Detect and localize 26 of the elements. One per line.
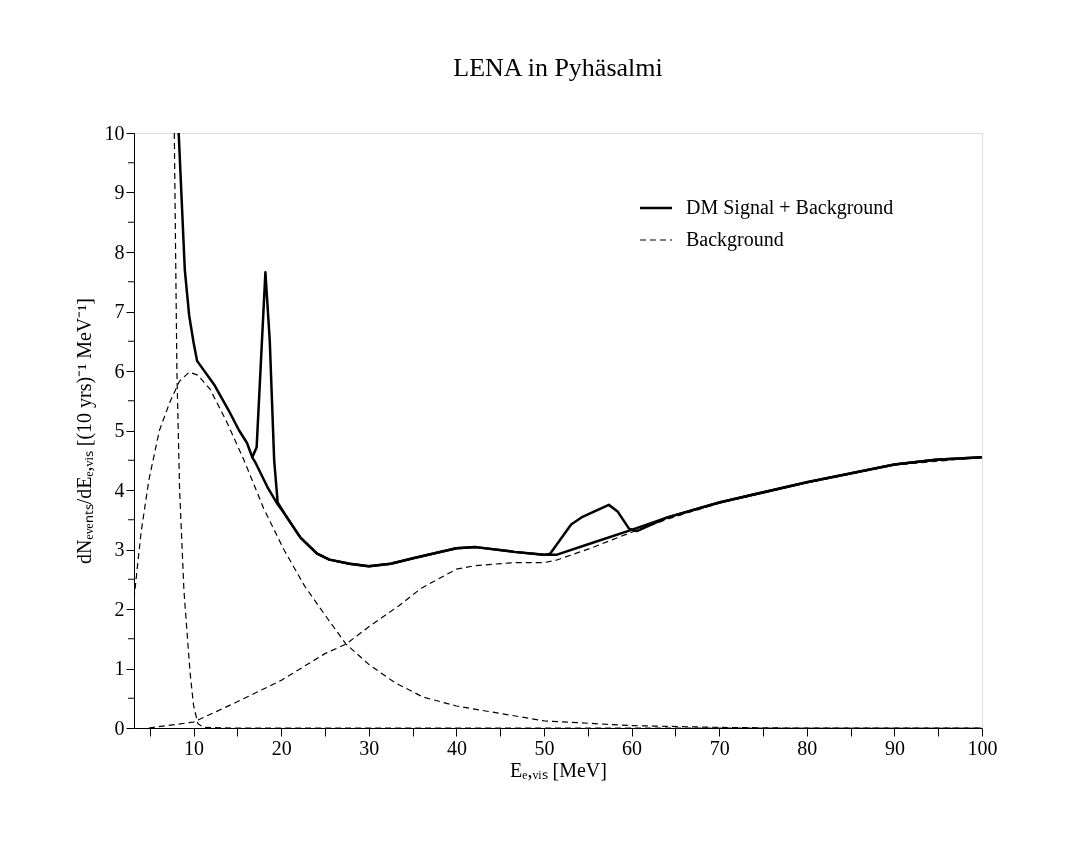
y-tick-label: 7 bbox=[114, 300, 125, 322]
y-tick-label: 2 bbox=[114, 597, 125, 620]
y-tick-label: 10 bbox=[104, 121, 125, 144]
legend-label: DM Signal + Background bbox=[686, 196, 894, 219]
x-tick-label: 20 bbox=[271, 736, 292, 759]
x-tick-label: 90 bbox=[884, 736, 905, 759]
x-tick-label: 30 bbox=[359, 736, 380, 759]
y-tick-label: 3 bbox=[114, 538, 125, 560]
x-tick-label: 80 bbox=[797, 736, 818, 759]
chart-title: LENA in Pyhäsalmi bbox=[453, 53, 663, 82]
y-tick-label: 6 bbox=[114, 359, 125, 382]
y-tick-label: 5 bbox=[114, 419, 125, 441]
y-tick-label: 1 bbox=[114, 657, 125, 679]
legend-label: Background bbox=[686, 228, 784, 251]
x-tick-label: 50 bbox=[534, 736, 555, 759]
y-tick-label: 4 bbox=[114, 478, 125, 501]
y-axis-title: dNₑᵥₑₙₜₛ/dEₑ,ᵥᵢₛ [(10 yrs)⁻¹ MeV⁻¹] bbox=[72, 298, 96, 564]
y-tick-label: 9 bbox=[114, 181, 125, 203]
x-tick-label: 100 bbox=[967, 736, 998, 759]
y-tick-label: 0 bbox=[114, 716, 125, 739]
y-tick-label: 8 bbox=[114, 240, 125, 263]
x-tick-label: 70 bbox=[709, 736, 730, 759]
x-tick-label: 60 bbox=[622, 736, 643, 759]
x-tick-label: 10 bbox=[184, 736, 205, 759]
x-tick-label: 40 bbox=[446, 736, 467, 759]
x-axis-title: Eₑ,ᵥᵢₛ [MeV] bbox=[510, 758, 607, 781]
